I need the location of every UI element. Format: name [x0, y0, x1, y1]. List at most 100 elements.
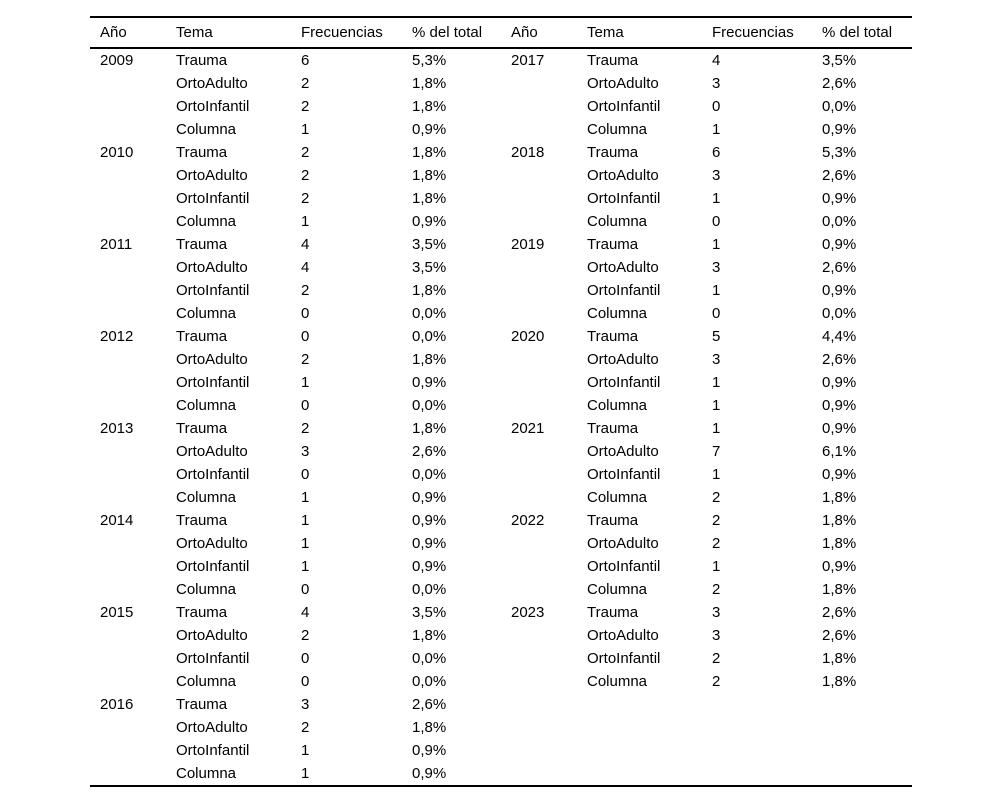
- table-row: OrtoInfantil 1 0,9% OrtoInfantil 1 0,9%: [90, 555, 912, 578]
- frecuencia-cell-right: [702, 693, 812, 716]
- tema-cell-right: OrtoInfantil: [587, 374, 661, 391]
- table-row: OrtoAdulto 2 1,8% OrtoAdulto 3 2,6%: [90, 624, 912, 647]
- frecuencia-cell-right: 5: [712, 328, 721, 345]
- frecuencia-cell-left: 0: [301, 673, 310, 690]
- frecuencia-cell-right: 1: [712, 397, 721, 414]
- year-cell-right: [501, 486, 577, 509]
- frecuencia-cell-left: 1: [301, 121, 310, 138]
- pct-cell-left: 2,6%: [412, 696, 447, 713]
- tema-cell-left: OrtoAdulto: [176, 167, 248, 184]
- tema-cell-left: Columna: [176, 673, 237, 690]
- tema-cell-left: OrtoAdulto: [176, 259, 248, 276]
- year-cell-left: [90, 187, 166, 210]
- tema-cell-right: OrtoAdulto: [587, 75, 659, 92]
- year-cell-left: [90, 118, 166, 141]
- pct-cell-left: 1,8%: [412, 351, 447, 368]
- pct-cell-right: 5,3%: [822, 144, 857, 161]
- tema-cell-right: Trauma: [587, 236, 639, 253]
- year-cell-left: [90, 578, 166, 601]
- pct-cell-left: 1,8%: [412, 144, 447, 161]
- year-cell-right: [501, 463, 577, 486]
- frecuencia-cell-right: 2: [712, 489, 721, 506]
- frecuencia-cell-left: 0: [301, 581, 310, 598]
- pct-cell-right: 0,0%: [822, 213, 857, 230]
- tema-cell-left: OrtoAdulto: [176, 719, 248, 736]
- frecuencia-cell-left: 2: [301, 719, 310, 736]
- year-cell-right: 2019: [511, 236, 545, 253]
- pct-cell-right: 2,6%: [822, 627, 857, 644]
- frecuencia-cell-left: 4: [301, 604, 310, 621]
- year-cell-right: 2023: [511, 604, 545, 621]
- year-cell-right: [501, 279, 577, 302]
- tema-cell-left: Columna: [176, 121, 237, 138]
- year-cell-left: 2015: [100, 604, 134, 621]
- table-row: OrtoAdulto 2 1,8% OrtoAdulto 3 2,6%: [90, 348, 912, 371]
- pct-cell-left: 0,0%: [412, 397, 447, 414]
- year-cell-left: 2014: [100, 512, 134, 529]
- frecuencia-cell-right: 2: [712, 535, 721, 552]
- year-cell-right: [501, 256, 577, 279]
- table-row: Columna 1 0,9% Columna 1 0,9%: [90, 118, 912, 141]
- pct-cell-right: 1,8%: [822, 650, 857, 667]
- frecuencia-cell-left: 2: [301, 144, 310, 161]
- frecuencia-cell-right: 0: [712, 305, 721, 322]
- frecuencia-cell-right: [702, 762, 812, 786]
- header-frecuencias-right: Frecuencias: [702, 17, 812, 49]
- table-row: OrtoInfantil 0 0,0% OrtoInfantil 2 1,8%: [90, 647, 912, 670]
- tema-cell-right: OrtoInfantil: [587, 466, 661, 483]
- pct-cell-right: 0,9%: [822, 466, 857, 483]
- pct-cell-left: 1,8%: [412, 420, 447, 437]
- pct-cell-left: 0,9%: [412, 213, 447, 230]
- table-row: 2016 Trauma 3 2,6%: [90, 693, 912, 716]
- year-cell-left: 2011: [100, 236, 133, 253]
- year-cell-right: [501, 394, 577, 417]
- frecuencia-cell-right: 1: [712, 374, 721, 391]
- tema-cell-left: Trauma: [176, 52, 228, 69]
- pct-cell-right: 0,0%: [822, 98, 857, 115]
- tema-cell-left: OrtoInfantil: [176, 98, 250, 115]
- table-row: 2011 Trauma 4 3,5% 2019 Trauma 1 0,9%: [90, 233, 912, 256]
- frecuencia-cell-left: 1: [301, 535, 310, 552]
- pct-cell-left: 0,0%: [412, 305, 447, 322]
- frecuencia-cell-left: 3: [301, 696, 310, 713]
- pct-cell-left: 5,3%: [412, 52, 447, 69]
- pct-cell-right: 6,1%: [822, 443, 857, 460]
- pct-cell-left: 0,0%: [412, 673, 447, 690]
- tema-cell-right: Columna: [587, 581, 648, 598]
- pct-cell-left: 0,9%: [412, 374, 447, 391]
- pct-cell-right: [812, 739, 912, 762]
- header-ano-right: Año: [501, 17, 577, 49]
- tema-cell-left: Columna: [176, 397, 237, 414]
- pct-cell-right: 4,4%: [822, 328, 857, 345]
- table-row: 2015 Trauma 4 3,5% 2023 Trauma 3 2,6%: [90, 601, 912, 624]
- pct-cell-left: 0,9%: [412, 558, 447, 575]
- tema-cell-right: OrtoInfantil: [587, 190, 661, 207]
- frecuencia-cell-left: 1: [301, 558, 310, 575]
- frecuencia-cell-right: 3: [712, 167, 721, 184]
- frecuencia-cell-left: 2: [301, 167, 310, 184]
- tema-cell-right: OrtoAdulto: [587, 259, 659, 276]
- table-row: OrtoInfantil 1 0,9% OrtoInfantil 1 0,9%: [90, 371, 912, 394]
- tema-cell-right: OrtoAdulto: [587, 627, 659, 644]
- year-cell-right: [501, 72, 577, 95]
- pct-cell-right: 1,8%: [822, 489, 857, 506]
- header-row: Año Tema Frecuencias % del total Año Tem…: [90, 17, 912, 49]
- year-cell-left: [90, 486, 166, 509]
- pct-cell-left: 1,8%: [412, 75, 447, 92]
- pct-cell-left: 0,9%: [412, 121, 447, 138]
- pct-cell-right: 0,9%: [822, 397, 857, 414]
- tema-cell-left: OrtoAdulto: [176, 535, 248, 552]
- year-cell-left: [90, 716, 166, 739]
- year-cell-left: [90, 348, 166, 371]
- table-row: OrtoAdulto 3 2,6% OrtoAdulto 7 6,1%: [90, 440, 912, 463]
- pct-cell-left: 3,5%: [412, 259, 447, 276]
- pct-cell-left: 0,9%: [412, 489, 447, 506]
- frecuencia-cell-left: 4: [301, 236, 310, 253]
- tema-cell-left: OrtoInfantil: [176, 466, 250, 483]
- year-cell-left: 2009: [100, 52, 134, 69]
- header-ano-left: Año: [90, 17, 166, 49]
- table-row: Columna 0 0,0% Columna 2 1,8%: [90, 578, 912, 601]
- tema-cell-right: OrtoAdulto: [587, 351, 659, 368]
- pct-cell-left: 2,6%: [412, 443, 447, 460]
